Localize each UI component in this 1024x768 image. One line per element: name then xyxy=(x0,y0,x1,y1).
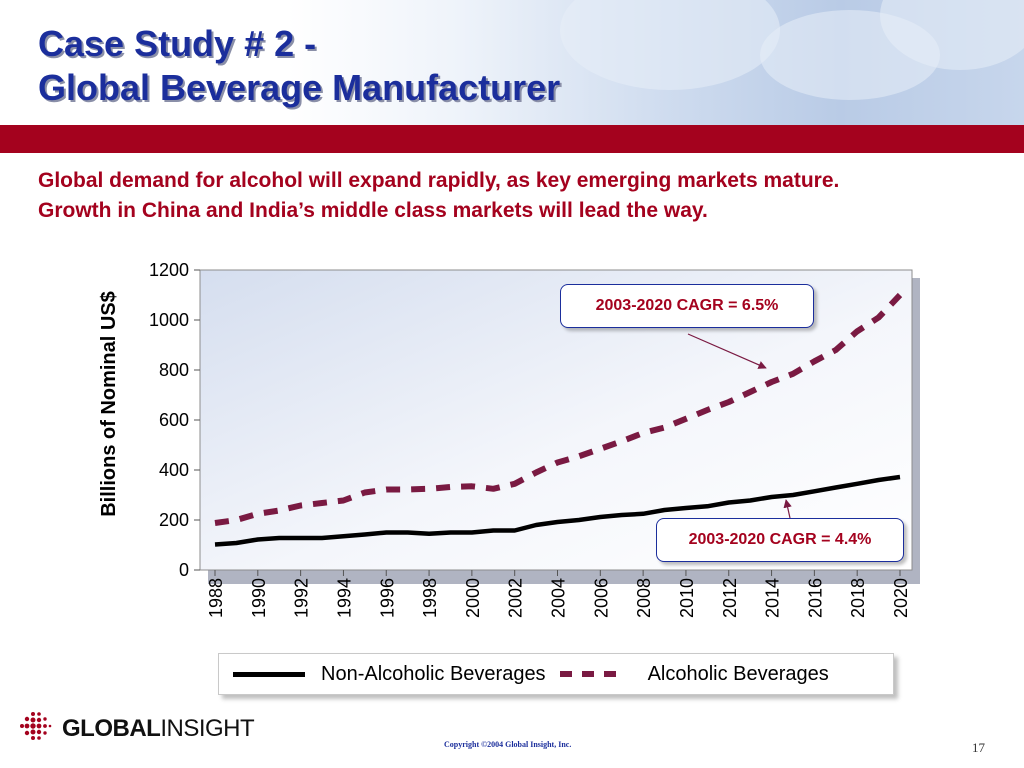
y-tick-label: 800 xyxy=(159,360,189,380)
x-tick-label: 2006 xyxy=(591,578,611,618)
legend-item-alcoholic: Alcoholic Beverages xyxy=(546,663,829,686)
x-tick-label: 2020 xyxy=(891,578,911,618)
x-tick-label: 1990 xyxy=(249,578,269,618)
non-alcoholic-callout-arrow xyxy=(783,499,792,519)
x-tick-label: 2016 xyxy=(805,578,825,618)
slide-subtitle: Global demand for alcohol will expand ra… xyxy=(38,166,1018,226)
y-tick-label: 0 xyxy=(179,560,189,580)
page-number: 17 xyxy=(972,740,985,755)
alcoholic-cagr-callout: 2003-2020 CAGR = 6.5% xyxy=(560,284,814,328)
x-tick-label: 1988 xyxy=(206,578,226,618)
title-line-2: Global Beverage Manufacturer xyxy=(38,67,561,108)
x-axis: 1988 1990 1992 1994 1996 1998 2000 2002 2004 2006… xyxy=(206,570,911,618)
x-tick-label: 2014 xyxy=(763,578,783,618)
series-lines xyxy=(214,292,903,547)
non-alcoholic-cagr-callout: 2003-2020 CAGR = 4.4% xyxy=(656,518,904,562)
y-tick-label: 400 xyxy=(159,460,189,480)
y-tick-label: 200 xyxy=(159,510,189,530)
series-line-alcoholic xyxy=(214,292,903,526)
header-background xyxy=(0,0,1024,125)
x-tick-label: 2008 xyxy=(634,578,654,618)
legend-label-non-alcoholic: Non-Alcoholic Beverages xyxy=(321,662,546,685)
x-tick-label: 2004 xyxy=(549,578,569,618)
x-tick-label: 2010 xyxy=(677,578,697,618)
slide-title: Case Study # 2 - Global Beverage Manufac… xyxy=(38,22,678,110)
accent-band xyxy=(0,125,1024,153)
x-tick-label: 1992 xyxy=(292,578,312,618)
legend-item-non-alcoholic: Non-Alcoholic Beverages xyxy=(233,663,546,686)
x-tick-label: 1998 xyxy=(420,578,440,618)
x-tick-label: 1996 xyxy=(377,578,397,618)
x-tick-label: 2012 xyxy=(720,578,740,618)
y-tick-label: 600 xyxy=(159,410,189,430)
x-tick-label: 1994 xyxy=(334,578,354,618)
x-tick-label: 2018 xyxy=(848,578,868,618)
legend-swatch-dashed xyxy=(559,671,622,677)
globe-dots-icon xyxy=(20,712,52,740)
y-axis: 0 200 400 600 800 1000 1200 xyxy=(149,260,200,580)
y-tick-label: 1200 xyxy=(149,260,189,280)
y-axis-label: Billions of Nominal US$ xyxy=(98,291,120,517)
legend-swatch-solid xyxy=(233,671,305,677)
chart-legend: Non-Alcoholic Beverages Alcoholic Bevera… xyxy=(218,653,894,695)
series-line-non-alcoholic xyxy=(214,474,901,547)
alcoholic-callout-arrow xyxy=(687,333,767,369)
subtitle-line-1: Global demand for alcohol will expand ra… xyxy=(38,169,840,192)
x-tick-label: 2000 xyxy=(463,578,483,618)
legend-label-alcoholic: Alcoholic Beverages xyxy=(647,662,829,685)
callout-arrows xyxy=(687,333,792,519)
y-tick-label: 1000 xyxy=(149,310,189,330)
copyright-text: Copyright ©2004 Global Insight, Inc. xyxy=(444,740,572,749)
subtitle-line-2: Growth in China and India’s middle class… xyxy=(38,199,708,222)
logo-wordmark: GLOBALINSIGHT xyxy=(62,715,255,742)
x-tick-label: 2002 xyxy=(506,578,526,618)
global-insight-logo: GLOBALINSIGHT xyxy=(14,706,264,746)
title-line-1: Case Study # 2 - xyxy=(38,23,317,64)
